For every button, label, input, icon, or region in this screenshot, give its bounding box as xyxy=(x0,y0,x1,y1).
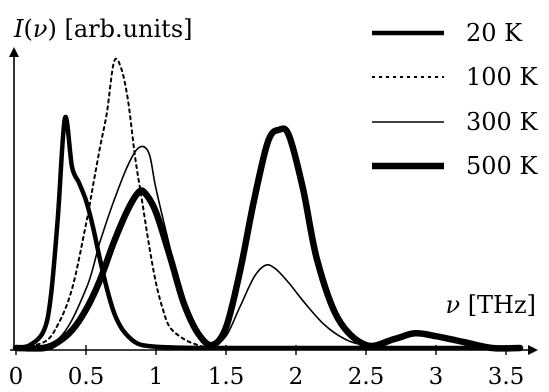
legend-label: 20 K xyxy=(466,19,523,47)
legend-label: 500 K xyxy=(466,152,538,180)
x-tick-label: 3 xyxy=(429,364,444,390)
x-tick-label: 1.5 xyxy=(208,364,245,390)
x-tick-label: 1 xyxy=(149,364,164,390)
x-tick-label: 2 xyxy=(289,364,304,390)
x-tick-label: 0.5 xyxy=(68,364,105,390)
x-tick-label: 0 xyxy=(9,364,24,390)
x-ticks: 0 0.5 1 1.5 2 2.5 3 3.5 xyxy=(9,345,525,390)
y-axis-label: I(ν) [arb.units] xyxy=(13,15,193,43)
legend: 20 K 100 K 300 K 500 K xyxy=(372,19,538,180)
y-axis-label-unit: [arb.units] xyxy=(64,15,192,43)
y-axis-label-var: I xyxy=(13,15,24,43)
legend-label: 300 K xyxy=(466,108,538,136)
x-tick-label: 2.5 xyxy=(348,364,385,390)
x-tick-label: 3.5 xyxy=(488,364,525,390)
x-axis-label: ν [THz] xyxy=(445,291,536,319)
x-axis-label-var: ν xyxy=(445,291,460,319)
series-line-100k xyxy=(15,57,521,350)
series-line-500k xyxy=(12,125,524,352)
legend-label: 100 K xyxy=(466,63,538,91)
series-layer xyxy=(12,57,524,352)
y-axis-label-arg: ν xyxy=(33,15,48,43)
x-axis-label-unit: [THz] xyxy=(468,291,536,319)
series-line-300k xyxy=(15,145,521,350)
